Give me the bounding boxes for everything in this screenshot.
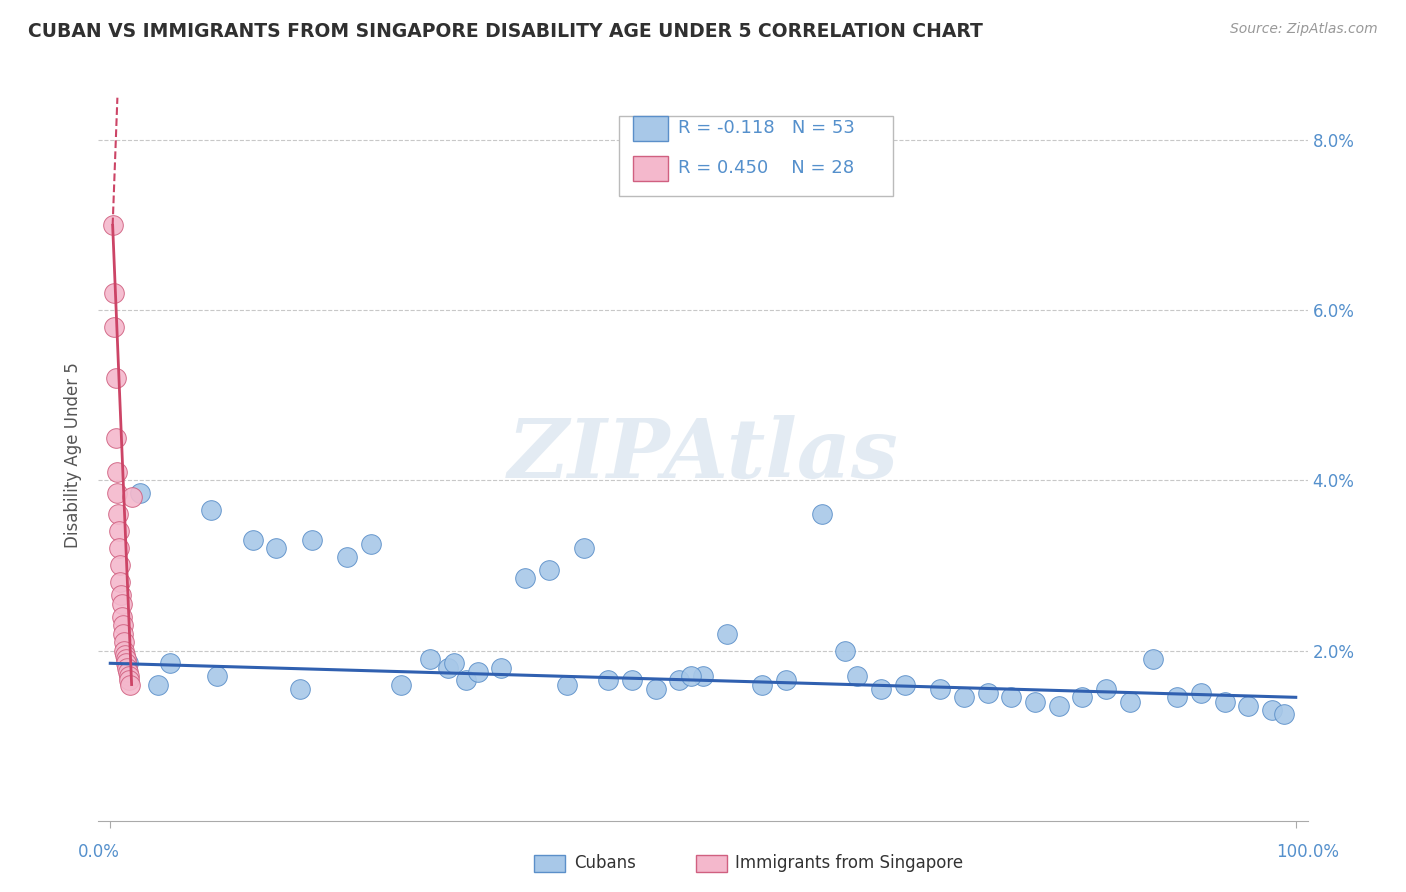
Point [121, 491, 143, 505]
Point [1119, 695, 1142, 709]
Point [101, 219, 124, 233]
Point [443, 657, 465, 671]
Point [644, 681, 666, 696]
Point [834, 643, 856, 657]
Point [118, 673, 141, 688]
Point [108, 558, 131, 573]
Point [389, 677, 412, 691]
Point [1213, 695, 1236, 709]
Point [668, 673, 690, 688]
Text: CUBAN VS IMMIGRANTS FROM SINGAPORE DISABILITY AGE UNDER 5 CORRELATION CHART: CUBAN VS IMMIGRANTS FROM SINGAPORE DISAB… [28, 22, 983, 41]
Point [929, 681, 952, 696]
Point [110, 588, 132, 602]
Point [537, 563, 560, 577]
Point [120, 677, 142, 691]
Point [692, 669, 714, 683]
Point [115, 657, 138, 671]
Point [118, 669, 141, 683]
Point [716, 626, 738, 640]
Point [105, 486, 128, 500]
Point [111, 618, 134, 632]
Point [467, 665, 489, 679]
Point [869, 681, 891, 696]
Point [117, 665, 139, 679]
Point [574, 541, 596, 556]
Point [437, 660, 460, 674]
Point [1189, 686, 1212, 700]
Point [1261, 703, 1284, 717]
Point [681, 669, 703, 683]
Point [107, 524, 129, 539]
Point [114, 648, 136, 662]
Text: ZIPAtlas: ZIPAtlas [508, 415, 898, 495]
Point [205, 669, 228, 683]
Point [751, 677, 773, 691]
Point [336, 549, 359, 564]
Point [114, 643, 136, 657]
Point [105, 431, 128, 445]
Point [620, 673, 643, 688]
Point [301, 533, 323, 547]
Point [1272, 707, 1295, 722]
Point [952, 690, 974, 705]
Point [200, 503, 222, 517]
Point [112, 626, 135, 640]
Point [1142, 652, 1164, 666]
Point [159, 657, 181, 671]
Point [110, 575, 132, 590]
Point [893, 677, 915, 691]
Point [105, 465, 128, 479]
Text: R = -0.118   N = 53: R = -0.118 N = 53 [678, 119, 855, 136]
Point [1095, 681, 1118, 696]
Point [454, 673, 477, 688]
Point [104, 371, 127, 385]
Point [491, 660, 513, 674]
Point [515, 571, 537, 585]
Point [1237, 698, 1260, 713]
Point [1166, 690, 1188, 705]
Point [146, 677, 169, 691]
Text: 100.0%: 100.0% [1277, 843, 1339, 861]
Point [103, 286, 125, 301]
Point [129, 486, 152, 500]
Point [555, 677, 578, 691]
Text: Immigrants from Singapore: Immigrants from Singapore [735, 855, 963, 872]
Point [111, 609, 134, 624]
Point [242, 533, 264, 547]
Point [598, 673, 620, 688]
Point [1024, 695, 1046, 709]
Point [110, 597, 132, 611]
Point [775, 673, 797, 688]
Point [112, 635, 135, 649]
Point [114, 652, 136, 666]
Point [264, 541, 287, 556]
Text: Source: ZipAtlas.com: Source: ZipAtlas.com [1230, 22, 1378, 37]
Point [1047, 698, 1070, 713]
Text: 0.0%: 0.0% [77, 843, 120, 861]
Point [107, 508, 129, 522]
Point [419, 652, 441, 666]
Text: Cubans: Cubans [574, 855, 636, 872]
Point [108, 541, 131, 556]
Point [846, 669, 869, 683]
Point [976, 686, 998, 700]
Y-axis label: Disability Age Under 5: Disability Age Under 5 [65, 362, 83, 548]
Point [115, 660, 138, 674]
Point [360, 537, 382, 551]
Point [103, 320, 125, 334]
Text: R = 0.450    N = 28: R = 0.450 N = 28 [678, 159, 853, 177]
Point [1000, 690, 1022, 705]
Point [1071, 690, 1094, 705]
Point [810, 508, 832, 522]
Point [117, 657, 139, 671]
Point [288, 681, 311, 696]
